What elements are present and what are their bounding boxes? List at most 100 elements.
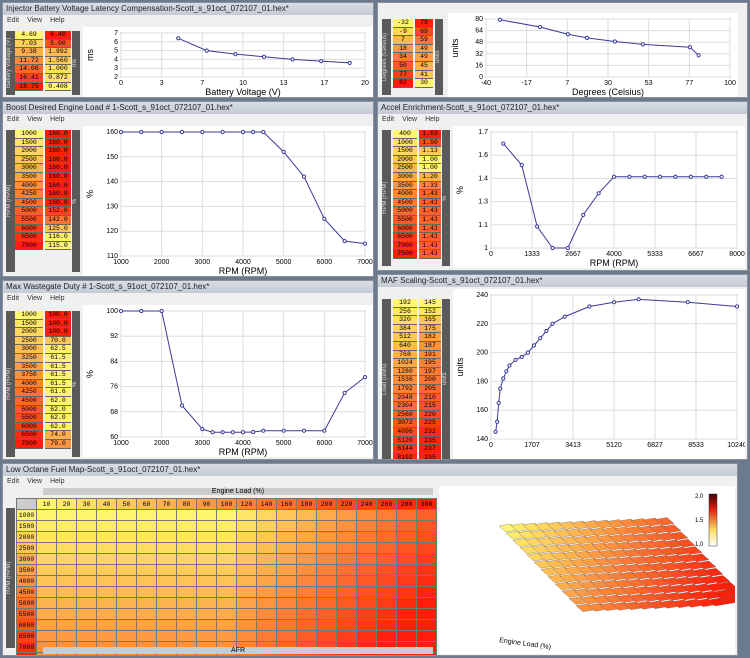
table-cell-y[interactable]: 152.0 (45, 207, 71, 216)
table-cell-x[interactable]: 16.41 (15, 73, 43, 83)
fuel-cell[interactable] (176, 608, 197, 620)
fuel-cell[interactable] (96, 542, 117, 554)
fuel-cell[interactable] (36, 619, 57, 631)
table-cell-y[interactable]: 160.0 (45, 155, 71, 165)
table-cell-y[interactable]: 62.0 (45, 405, 71, 415)
table-cell-y[interactable]: 0.872 (45, 73, 71, 83)
menu-edit[interactable]: Edit (7, 295, 20, 302)
table-col-y[interactable]: 1.63 1.50 1.13 1.00 1.00 1.20 1.33 1.43 1.43 1.43… (419, 130, 441, 259)
fuel-cell[interactable] (336, 553, 357, 565)
table-cell-x[interactable]: 82 (393, 79, 413, 88)
load-header-cell[interactable]: 300 (416, 498, 437, 510)
table-cell-x[interactable]: 1000 (15, 130, 43, 139)
fuel-cell[interactable] (156, 575, 177, 587)
table-cell-x[interactable]: 5120 (393, 436, 417, 446)
fuel-cell[interactable] (356, 619, 377, 631)
fuel-cell[interactable] (76, 575, 97, 587)
table-cell-x[interactable]: 1500 (15, 319, 43, 329)
menu-edit[interactable]: Edit (382, 116, 395, 123)
fuel-cell[interactable] (96, 553, 117, 565)
fuel-cell[interactable] (56, 509, 77, 521)
load-header-cell[interactable]: 200 (316, 498, 337, 510)
fuel-cell[interactable] (356, 586, 377, 598)
fuel-cell[interactable] (276, 630, 297, 642)
table-cell-y[interactable]: 5.00 (45, 39, 71, 49)
table-col-x[interactable]: -32 -9 7 18 34 50 77 82 (393, 19, 413, 88)
table-cell-y[interactable]: 1.43 (419, 224, 441, 234)
fuel-cell[interactable] (236, 531, 257, 543)
table-cell-y[interactable]: 79.0 (45, 439, 71, 449)
fuel-cell[interactable] (136, 553, 157, 565)
fuel-cell[interactable] (256, 630, 277, 642)
table-cell-y[interactable]: 61.5 (45, 362, 71, 372)
table-cell-y[interactable]: 79 (415, 19, 433, 28)
menu-edit[interactable]: Edit (7, 478, 20, 485)
fuel-cell[interactable] (216, 542, 237, 554)
table-cell-x[interactable]: 9.38 (15, 48, 43, 57)
table-cell-y[interactable]: 210 (419, 393, 441, 403)
table-cell-x[interactable]: 5500 (15, 215, 43, 225)
table-cell-x[interactable]: 3750 (15, 371, 43, 380)
fuel-cell[interactable] (236, 564, 257, 576)
rpm-header-cell[interactable]: 6000 (16, 619, 37, 631)
table-cell-y[interactable]: 232 (419, 427, 441, 437)
fuel-cell[interactable] (336, 509, 357, 521)
fuel-cell[interactable] (296, 531, 317, 543)
fuel-cell[interactable] (36, 509, 57, 521)
load-header-cell[interactable]: 280 (396, 498, 417, 510)
table-cell-y[interactable]: 1.63 (419, 130, 441, 139)
fuel-cell[interactable] (416, 509, 437, 521)
fuel-cell[interactable] (256, 520, 277, 532)
fuel-cell[interactable] (216, 520, 237, 532)
table-cell-y[interactable]: 1.43 (419, 190, 441, 199)
table-cell-x[interactable]: 5500 (15, 414, 43, 423)
fuel-cell[interactable] (396, 531, 417, 543)
fuel-cell[interactable] (176, 520, 197, 532)
fuel-cell[interactable] (256, 597, 277, 609)
fuel-cell[interactable] (96, 509, 117, 521)
fuel-cell[interactable] (216, 586, 237, 598)
fuel-cell[interactable] (356, 531, 377, 543)
fuel-cell[interactable] (96, 520, 117, 532)
fuel-cell[interactable] (96, 619, 117, 631)
fuel-cell[interactable] (176, 553, 197, 565)
fuel-cell[interactable] (356, 542, 377, 554)
rpm-header-cell[interactable]: 4500 (16, 586, 37, 598)
fuel-cell[interactable] (156, 553, 177, 565)
load-header-cell[interactable]: 240 (356, 498, 377, 510)
table-cell-x[interactable]: 50 (393, 61, 413, 71)
fuel-cell[interactable] (416, 564, 437, 576)
table-cell-x[interactable]: 4000 (15, 379, 43, 389)
table-cell-y[interactable]: 160.0 (45, 172, 71, 182)
table-cell-x[interactable]: 7500 (393, 250, 417, 259)
fuel-cell[interactable] (236, 597, 257, 609)
fuel-cell[interactable] (216, 619, 237, 631)
fuel-cell[interactable] (96, 597, 117, 609)
table-cell-x[interactable]: 77 (393, 70, 413, 80)
fuel-cell[interactable] (196, 597, 217, 609)
fuel-cell[interactable] (76, 542, 97, 554)
fuel-cell[interactable] (116, 597, 137, 609)
fuel-cell[interactable] (176, 531, 197, 543)
table-cell-y[interactable]: 1.00 (419, 164, 441, 173)
table-cell-x[interactable]: 4096 (393, 427, 417, 437)
table-cell-y[interactable]: 215 (419, 402, 441, 411)
table-cell-x[interactable]: 7000 (15, 439, 43, 449)
load-header-cell[interactable]: 20 (56, 498, 77, 510)
table-cell-x[interactable]: 6144 (393, 445, 417, 454)
menu-view[interactable]: View (402, 116, 418, 123)
table-cell-y[interactable]: 115.0 (45, 241, 71, 251)
table-col-y[interactable]: 6.40 5.00 1.992 1.560 1.000 0.872 0.408 (45, 31, 71, 92)
fuel-cell[interactable] (396, 586, 417, 598)
fuel-cell[interactable] (36, 597, 57, 609)
table-cell-x[interactable]: 2304 (393, 402, 417, 411)
fuel-cell[interactable] (156, 564, 177, 576)
table-cell-x[interactable]: 5000 (393, 207, 417, 216)
table-col-y[interactable]: 145 152 165 175 182 187 191 195 197 200 205 210 215 2… (419, 299, 441, 459)
table-cell-x[interactable]: 1792 (393, 384, 417, 394)
table-cell-y[interactable]: 197 (419, 367, 441, 377)
fuel-cell[interactable] (176, 586, 197, 598)
fuel-cell[interactable] (416, 531, 437, 543)
fuel-cell[interactable] (196, 553, 217, 565)
fuel-cell[interactable] (216, 564, 237, 576)
